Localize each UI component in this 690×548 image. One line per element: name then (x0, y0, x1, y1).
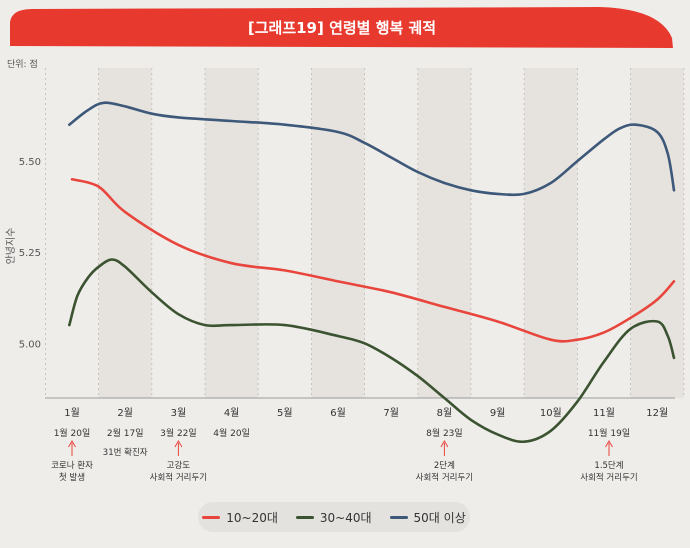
line-chart: 단위: 점 안녕지수 5.50 5.25 5.00 1월 2월 3월 4월 5월 6월 7월 8월… (5, 58, 685, 483)
legend-label-10-20: 10~20대 (226, 510, 278, 525)
x-ticks: 1월 2월 3월 4월 5월 6월 7월 8월 9월 10월 11월 12월 (64, 407, 668, 419)
y-ticks: 5.50 5.25 5.00 (19, 157, 41, 350)
y-tick-label: 5.00 (19, 339, 41, 350)
annotation-text: 1.5단계 (594, 460, 623, 471)
annotation-text: 2단계 (434, 460, 455, 471)
month-band (205, 68, 259, 398)
legend-swatch-30-40 (295, 515, 314, 519)
x-tick-label: 8월 (437, 407, 453, 419)
annotation-arrowhead (440, 440, 449, 448)
unit-label: 단위: 점 (7, 58, 38, 70)
legend-item-50plus: 50대 이상 (389, 509, 466, 526)
annotation-text: 고강도 (167, 460, 191, 471)
title-banner: [그래프19] 연령별 행복 궤적 (10, 7, 673, 48)
annotation-arrowhead (174, 440, 183, 448)
legend-item-10-20: 10~20대 (202, 509, 278, 526)
annotation-text: 사회적 거리두기 (416, 472, 473, 483)
annotation-arrowhead (605, 440, 613, 448)
x-tick-label: 1월 (64, 407, 80, 419)
legend-swatch-50plus (389, 515, 408, 519)
series-line-30-40 (68, 258, 676, 444)
annotation-date: 1월 20일 (54, 427, 91, 439)
legend-label-30-40: 30~40대 (319, 510, 372, 525)
series-line-10-20 (70, 178, 676, 343)
annotation-text: 첫 발생 (59, 472, 85, 483)
x-tick-label: 2월 (117, 407, 133, 419)
x-tick-label: 6월 (330, 407, 346, 419)
month-band (98, 68, 152, 398)
x-tick-label: 5월 (277, 407, 293, 419)
month-band (417, 68, 471, 398)
series-line-50plus (68, 101, 676, 197)
x-tick-label: 3월 (171, 407, 187, 419)
series-lines (68, 101, 676, 444)
annotation-date: 4월 20일 (213, 427, 250, 439)
annotation-date: 3월 22일 (160, 427, 197, 439)
month-band (630, 68, 684, 398)
month-bands (98, 68, 684, 398)
legend: 10~20대 30~40대 50대 이상 (198, 502, 470, 532)
x-tick-label: 4월 (224, 407, 240, 419)
title-banner-shape (10, 7, 673, 48)
y-tick-label: 5.50 (19, 157, 41, 168)
y-axis-label: 안녕지수 (5, 228, 17, 265)
annotation-date: 8월 23일 (426, 427, 463, 439)
x-tick-label: 7월 (383, 407, 399, 419)
x-tick-label: 9월 (490, 407, 506, 419)
annotation-text: 사회적 거리두기 (580, 472, 637, 483)
annotation-text: 코로나 환자 (51, 460, 93, 471)
annotation-date: 2월 17일 (107, 427, 144, 439)
grid-lines (45, 68, 685, 398)
x-tick-label: 11월 (593, 407, 615, 419)
legend-item-30-40: 30~40대 (295, 509, 372, 526)
y-tick-label: 5.25 (19, 248, 41, 259)
annotation-date: 11월 19일 (588, 427, 630, 439)
legend-label-50plus: 50대 이상 (413, 510, 466, 525)
annotation-text: 사회적 거리두기 (150, 472, 207, 483)
x-tick-label: 12월 (646, 407, 668, 419)
x-tick-label: 10월 (540, 407, 562, 419)
annotation-text: 31번 확진자 (103, 447, 148, 458)
annotation-arrowhead (68, 440, 76, 448)
month-band (311, 68, 365, 398)
legend-swatch-10-20 (202, 515, 221, 519)
chart-title: [그래프19] 연령별 행복 궤적 (248, 19, 436, 37)
month-band (524, 68, 578, 398)
